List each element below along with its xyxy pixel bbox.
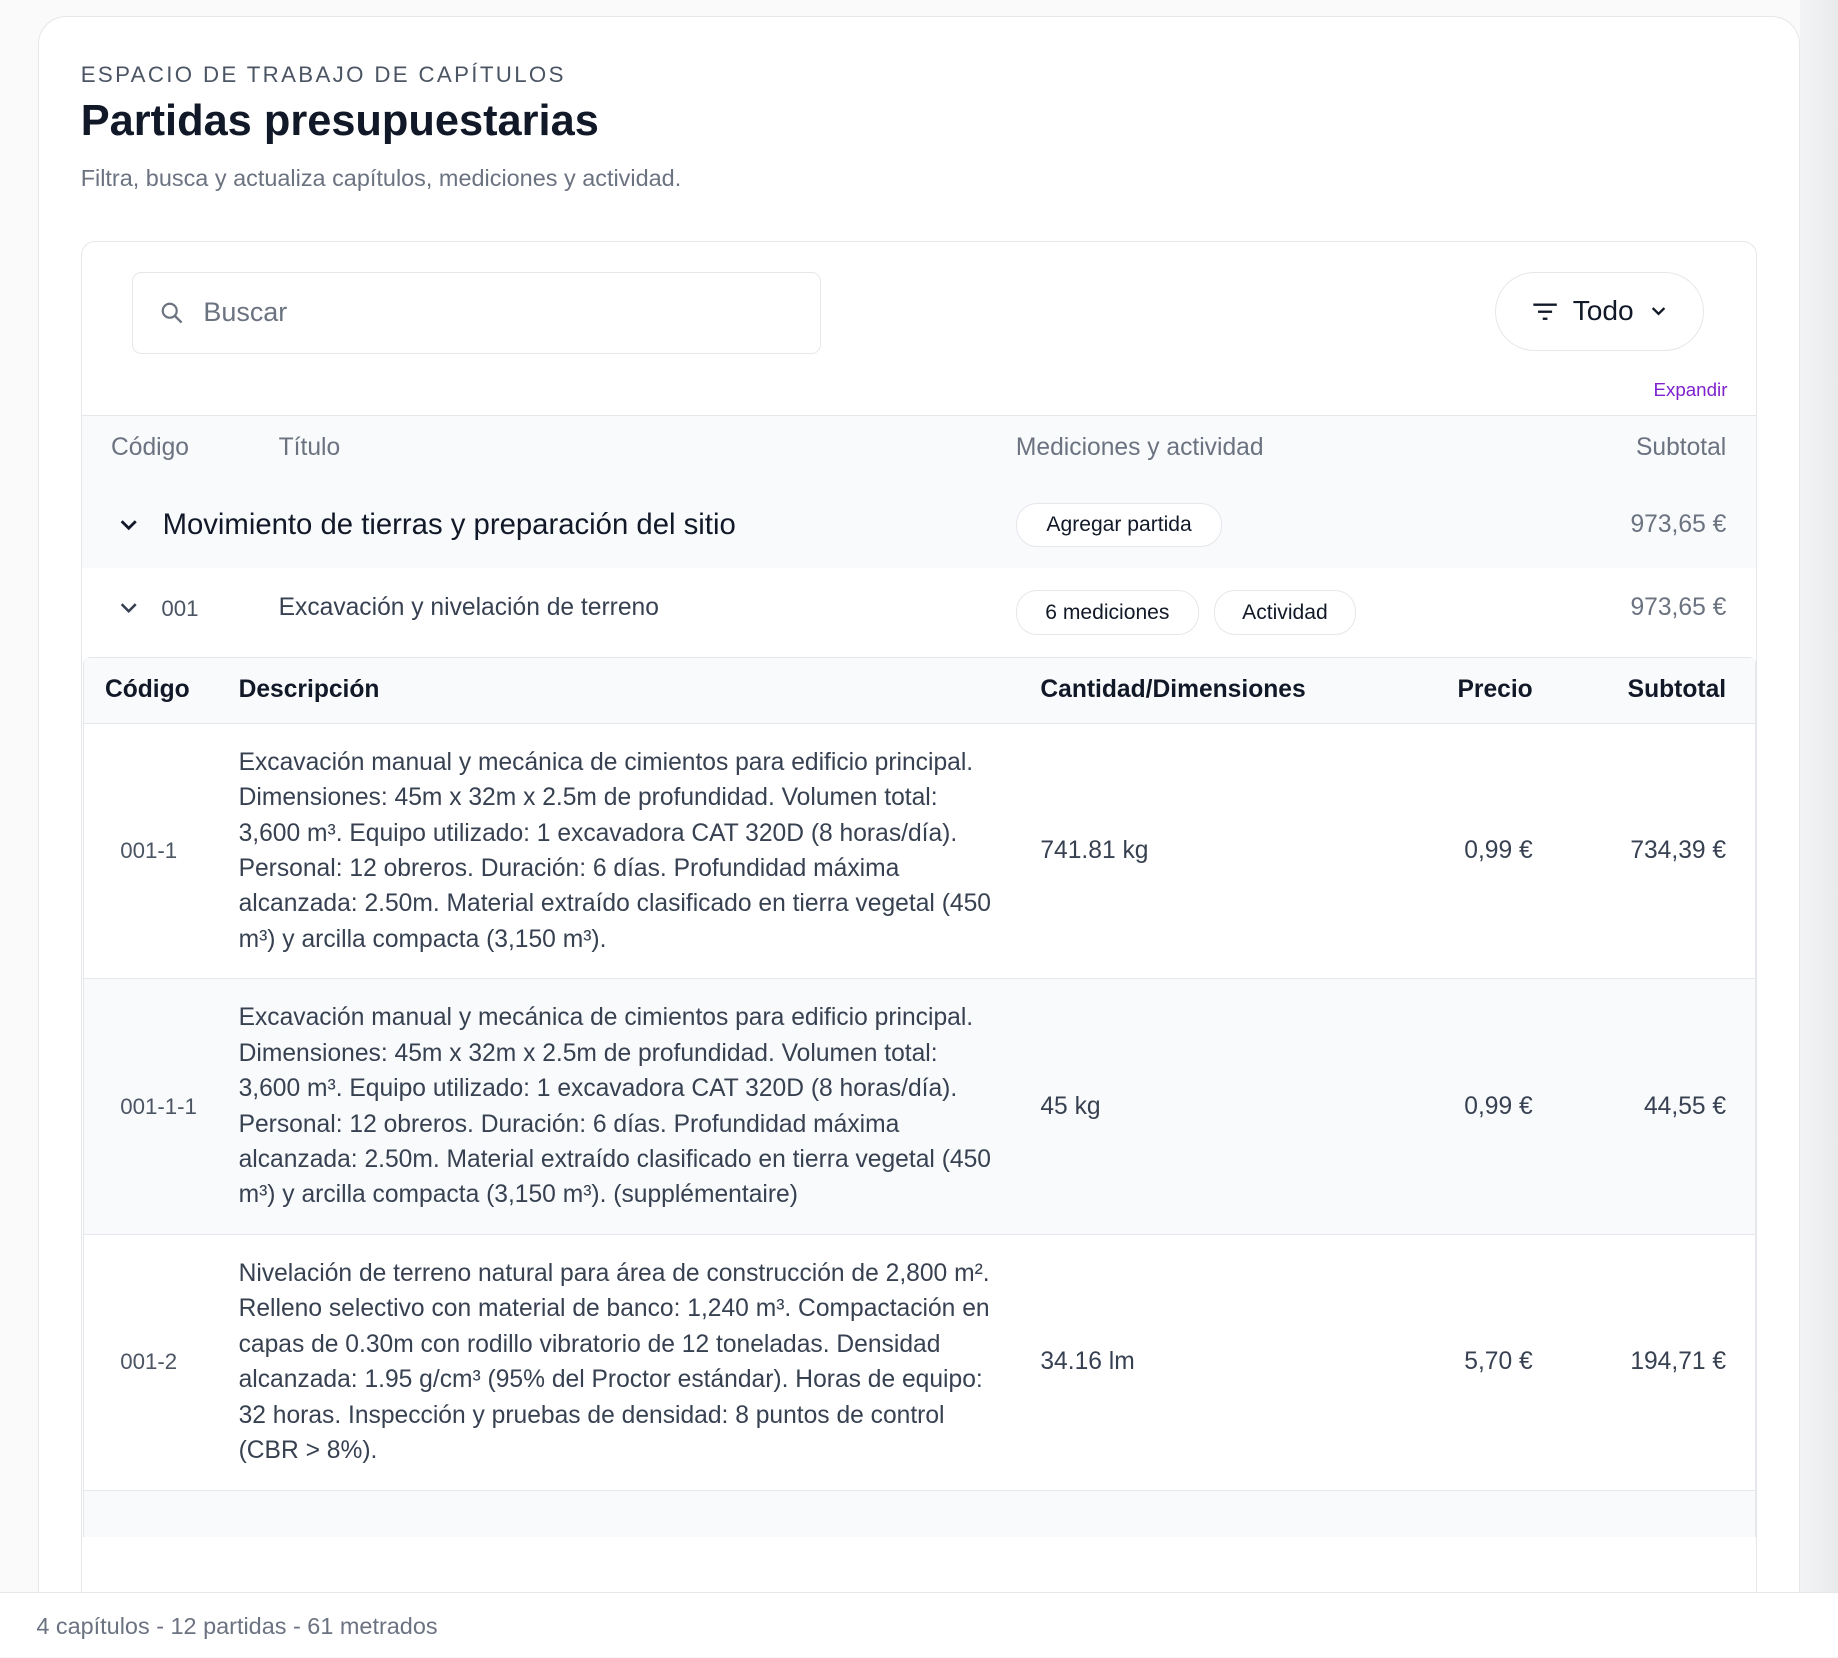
row-quantity: 45 kg <box>1040 1092 1101 1120</box>
row-description: Nivelación de terreno natural para área … <box>238 1260 990 1465</box>
scroll-shade <box>1800 0 1838 1658</box>
item-code: 001 <box>161 596 199 622</box>
summary-text: 4 capítulos - 12 partidas - 61 metrados <box>36 1612 438 1639</box>
chevron-down-icon[interactable] <box>117 596 140 619</box>
table-row[interactable]: 001-1-1 Excavación manual y mecánica de … <box>83 979 1756 1235</box>
eyebrow: ESPACIO DE TRABAJO DE CAPÍTULOS <box>80 61 566 87</box>
status-bar: 4 capítulos - 12 partidas - 61 metrados <box>0 1591 1838 1658</box>
filter-dropdown[interactable]: Todo <box>1495 271 1704 352</box>
filter-label: Todo <box>1572 295 1634 327</box>
chapter-title: Movimiento de tierras y preparación del … <box>162 508 736 542</box>
row-subtotal: 44,55 € <box>1644 1092 1727 1120</box>
row-price: 0,99 € <box>1464 1092 1533 1120</box>
activity-button[interactable]: Actividad <box>1214 590 1356 635</box>
item-title: Excavación y nivelación de terreno <box>278 593 659 621</box>
col-subtotal: Subtotal <box>1635 434 1727 462</box>
row-quantity: 34.16 lm <box>1040 1348 1135 1376</box>
workspace-card: ESPACIO DE TRABAJO DE CAPÍTULOS Partidas… <box>37 16 1801 1657</box>
col-code: Código <box>110 434 189 462</box>
col-measures: Mediciones y actividad <box>1015 434 1264 462</box>
row-subtotal: 194,71 € <box>1630 1348 1727 1376</box>
table-row[interactable]: 001-2 Nivelación de terreno natural para… <box>83 1234 1756 1491</box>
measurements-table: Código Descripción Cantidad/Dimensiones … <box>82 657 1757 1538</box>
row-description: Excavación manual y mecánica de cimiento… <box>238 748 991 953</box>
row-price: 5,70 € <box>1464 1348 1533 1376</box>
row-code: 001-1-1 <box>120 1093 197 1119</box>
page-subtitle: Filtra, busca y actualiza capítulos, med… <box>80 165 682 192</box>
table-header: Código Título Mediciones y actividad Sub… <box>81 414 1756 483</box>
row-quantity: 741.81 kg <box>1040 837 1149 865</box>
row-description: Excavación manual y mecánica de cimiento… <box>238 1004 991 1209</box>
table-row[interactable]: 001-1 Excavación manual y mecánica de ci… <box>83 723 1756 980</box>
col-title: Título <box>278 434 341 462</box>
search-box[interactable] <box>132 271 822 354</box>
chapter-subtotal: 973,65 € <box>1630 510 1727 538</box>
chevron-down-icon[interactable] <box>117 513 140 536</box>
measurements-header: Código Descripción Cantidad/Dimensiones … <box>83 658 1756 724</box>
table-row[interactable] <box>83 1490 1756 1538</box>
row-code: 001-2 <box>120 1349 178 1375</box>
budget-panel: Todo Expandir Código Título Mediciones y… <box>80 241 1757 1638</box>
col-quantity: Cantidad/Dimensiones <box>1040 675 1306 703</box>
search-input[interactable] <box>201 295 769 330</box>
search-icon <box>161 302 183 324</box>
col-code: Código <box>104 675 190 703</box>
expand-link[interactable]: Expandir <box>1653 379 1728 401</box>
item-subtotal: 973,65 € <box>1630 593 1727 621</box>
measurements-button[interactable]: 6 mediciones <box>1015 590 1199 635</box>
item-row[interactable]: 001 Excavación y nivelación de terreno 6… <box>81 568 1756 658</box>
col-price: Precio <box>1457 675 1533 703</box>
col-subtotal: Subtotal <box>1627 675 1727 703</box>
col-description: Descripción <box>238 675 380 703</box>
row-subtotal: 734,39 € <box>1630 837 1727 865</box>
chapter-row[interactable]: Movimiento de tierras y preparación del … <box>81 481 1756 569</box>
row-code: 001-1 <box>120 838 178 864</box>
page-title: Partidas presupuestarias <box>80 97 599 146</box>
filter-icon <box>1532 303 1557 320</box>
row-price: 0,99 € <box>1464 837 1533 865</box>
add-item-button[interactable]: Agregar partida <box>1015 502 1223 548</box>
chevron-down-icon <box>1651 307 1665 316</box>
